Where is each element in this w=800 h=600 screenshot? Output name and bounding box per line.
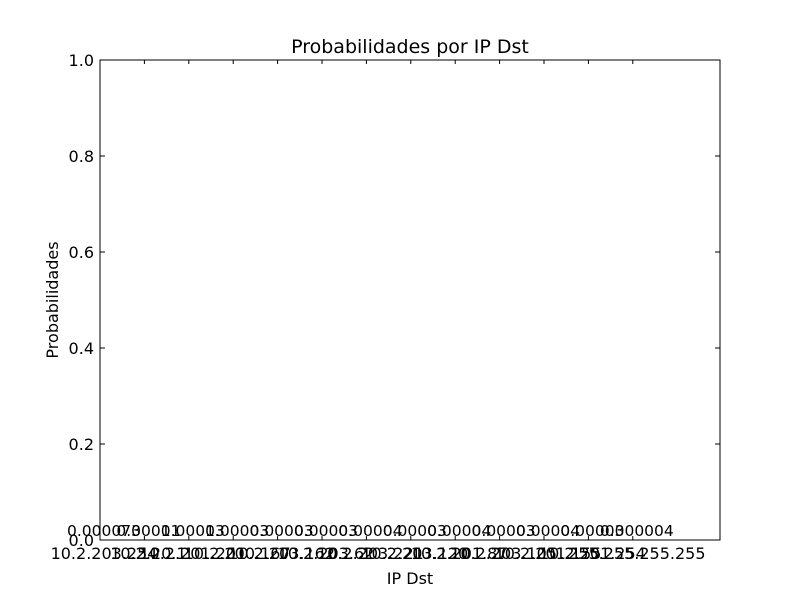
x-tick-label: 10.2.203.105 [450,544,557,563]
x-tick-label: 10.2.201.254 [539,544,646,563]
x-tick-label: 10.2.201.155 [495,544,602,563]
bar-value-label: 0.00011 [116,522,180,540]
y-axis-label: Probabilidades [43,241,62,358]
x-tick-label: 10.2.20.1 [110,544,186,563]
x-ticks: 10.2.203.25410.2.20.110.2.201.20110.2.20… [51,60,706,563]
plot-area [99,59,721,541]
x-axis-label: IP Dst [387,569,433,588]
bar-value-label: 0.00004 [427,522,491,540]
y-tick-label: 0.0 [69,531,94,550]
y-tick-label: 0.8 [69,147,94,166]
bar-value-label: 0.00003 [472,522,536,540]
y-tick-label: 0.6 [69,243,94,262]
bar-value-label: 0.00003 [383,522,447,540]
x-tick-label: 10.2.203.120 [361,544,468,563]
bar-value-label: 0.00004 [338,522,402,540]
x-tick-label: 10.2.203.221 [317,544,424,563]
bar-value-labels: 0.0000730.000110.000130.000030.000030.00… [67,522,674,540]
bar-value-label: 0.00013 [161,522,225,540]
x-tick-label: 10.2.201.201 [139,544,246,563]
bar-value-label: 0.000004 [600,522,674,540]
chart-title: Probabilidades por IP Dst [291,36,529,58]
y-tick-label: 1.0 [69,51,94,70]
y-tick-label: 0.4 [69,339,94,358]
y-ticks: 0.0 0.2 0.4 0.6 0.8 1.0 [69,51,720,550]
x-tick-label: 10.2.201.87 [411,544,508,563]
bar-value-label: 0.000073 [67,522,141,540]
bar-value-label: 0.00003 [560,522,624,540]
x-tick-label: 10.2.203.254 [51,544,158,563]
y-tick-label: 0.2 [69,435,94,454]
bar-value-label: 0.00003 [205,522,269,540]
x-tick-label: 255.255.255.255 [568,544,705,563]
bar-value-label: 0.00003 [250,522,314,540]
x-tick-label: 10.2.203.162 [228,544,335,563]
x-tick-label: 10.2.200.167 [184,544,291,563]
bar-value-label: 0.00004 [516,522,580,540]
bar-value-label: 0.00003 [294,522,358,540]
x-tick-label: 10.2.203.62 [278,544,375,563]
